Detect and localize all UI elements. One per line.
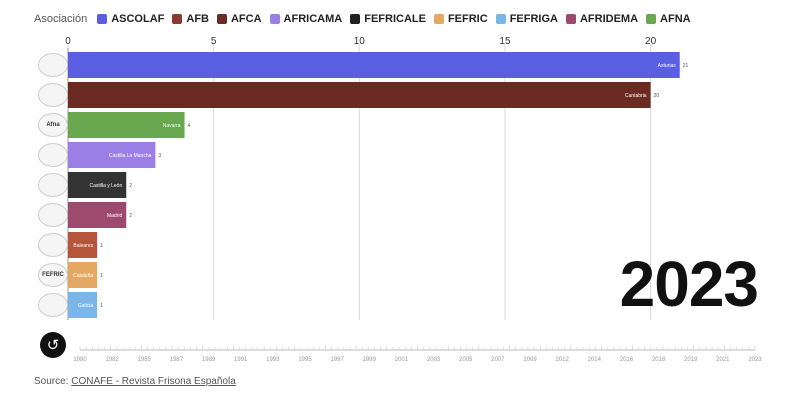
timeline-tick-label: 1999 xyxy=(363,357,377,363)
timeline-tick-label: 1985 xyxy=(138,357,152,363)
legend-item[interactable]: AFRICAMA xyxy=(269,13,343,25)
bar xyxy=(68,292,98,318)
association-logo xyxy=(38,143,68,167)
legend-swatch xyxy=(350,14,361,24)
timeline-tick-label: 1980 xyxy=(73,357,87,363)
bar-value-label: 3 xyxy=(158,153,161,159)
bar xyxy=(68,142,156,168)
legend-item[interactable]: AFRIDEMA xyxy=(565,13,639,25)
association-logo xyxy=(38,173,68,197)
x-tick-label: 20 xyxy=(645,36,657,47)
timeline-tick-label: 2012 xyxy=(555,357,569,363)
association-logo xyxy=(38,293,68,317)
association-logo: FEFRIC xyxy=(38,263,68,287)
bar-value-label: 21 xyxy=(683,63,689,69)
legend-swatch xyxy=(216,14,227,24)
legend-label: AFCA xyxy=(230,13,262,25)
timeline-tick-label: 1991 xyxy=(234,357,248,363)
legend-title: Asociación xyxy=(34,13,88,25)
legend-label: FEFRICALE xyxy=(364,13,426,25)
timeline-tick-label: 2005 xyxy=(459,357,473,363)
association-logo xyxy=(38,83,68,107)
source-note: Source: CONAFE - Revista Frisona Español… xyxy=(34,376,236,387)
legend-label: AFNA xyxy=(660,13,691,25)
timeline-tick-label: 2018 xyxy=(652,357,666,363)
timeline-tick-label: 1987 xyxy=(170,357,184,363)
timeline-tick-label: 2003 xyxy=(427,357,441,363)
replay-icon: ↺ xyxy=(46,337,60,354)
legend-label: AFRICAMA xyxy=(283,13,343,25)
timeline-tick-label: 2016 xyxy=(620,357,634,363)
bar xyxy=(68,262,98,288)
source-link[interactable]: CONAFE - Revista Frisona Española xyxy=(71,376,236,387)
legend: Asociación ASCOLAF AFB AFCA AFRICAMA FEFRICA… xyxy=(34,11,691,27)
legend-swatch xyxy=(495,14,506,24)
x-tick-label: 5 xyxy=(211,36,217,47)
timeline-tick-label: 2019 xyxy=(684,357,698,363)
legend-swatch xyxy=(269,14,280,24)
legend-swatch xyxy=(172,14,183,24)
year-label: 2023 xyxy=(619,248,759,320)
legend-swatch xyxy=(646,14,657,24)
bar-value-label: 4 xyxy=(188,123,191,129)
association-logo: Afna xyxy=(38,113,68,137)
legend-item[interactable]: AFB xyxy=(172,13,209,25)
bar-value-label: 1 xyxy=(100,273,103,279)
bar-value-label: 2 xyxy=(129,213,132,219)
x-tick-label: 0 xyxy=(65,36,71,47)
bar-value-label: 1 xyxy=(100,243,103,249)
timeline-tick-label: 1997 xyxy=(330,357,344,363)
legend-item[interactable]: ASCOLAF xyxy=(97,13,164,25)
bar-region-label: Castilla La Mancha xyxy=(109,153,152,159)
legend-label: FEFRIC xyxy=(447,13,488,25)
source-prefix: Source: xyxy=(34,376,72,387)
bar xyxy=(68,202,127,228)
timeline-tick-label: 2021 xyxy=(716,357,730,363)
bar xyxy=(68,52,680,78)
timeline-tick-label: 1989 xyxy=(202,357,216,363)
bar xyxy=(68,172,127,198)
bar-value-label: 20 xyxy=(654,93,660,99)
legend-item[interactable]: AFCA xyxy=(216,13,262,25)
bar-region-label: Asturias xyxy=(658,63,677,69)
legend-label: AFB xyxy=(186,13,209,25)
legend-label: ASCOLAF xyxy=(111,13,165,25)
bar-region-label: Cataluña xyxy=(73,273,93,279)
bar-value-label: 2 xyxy=(129,183,132,189)
bar-region-label: Navarra xyxy=(163,123,181,129)
bar-region-label: Castilla y León xyxy=(89,183,122,189)
legend-swatch xyxy=(97,14,108,24)
bar-region-label: Cantabria xyxy=(625,93,647,99)
legend-label: FEFRIGA xyxy=(509,13,558,25)
timeline-tick-label: 2009 xyxy=(523,357,537,363)
bar-region-label: Madrid xyxy=(107,213,123,219)
legend-swatch xyxy=(433,14,444,24)
bar xyxy=(68,232,98,258)
timeline-tick-label: 1982 xyxy=(105,357,119,363)
association-logo xyxy=(38,203,68,227)
legend-item[interactable]: AFNA xyxy=(646,13,691,25)
legend-swatch xyxy=(565,14,576,24)
timeline-tick-label: 2001 xyxy=(395,357,409,363)
bar-region-label: Baleares xyxy=(73,243,93,249)
legend-item[interactable]: FEFRIC xyxy=(433,13,488,25)
x-tick-label: 10 xyxy=(354,36,366,47)
association-logo xyxy=(38,53,68,77)
replay-button[interactable]: ↺ xyxy=(40,332,66,358)
legend-label: AFRIDEMA xyxy=(579,13,639,25)
bar-region-label: Galicia xyxy=(78,303,94,309)
legend-item[interactable]: FEFRICALE xyxy=(350,13,426,25)
timeline-tick-label: 2023 xyxy=(748,357,762,363)
bar xyxy=(68,112,185,138)
legend-item[interactable]: FEFRIGA xyxy=(495,13,558,25)
bar-value-label: 1 xyxy=(100,303,103,309)
timeline-tick-label: 2007 xyxy=(491,357,505,363)
timeline-tick-label: 1993 xyxy=(266,357,280,363)
association-logo xyxy=(38,233,68,257)
bar xyxy=(68,82,651,108)
timeline-tick-label: 1995 xyxy=(298,357,312,363)
timeline-tick-label: 2014 xyxy=(588,357,602,363)
x-tick-label: 15 xyxy=(499,36,511,47)
